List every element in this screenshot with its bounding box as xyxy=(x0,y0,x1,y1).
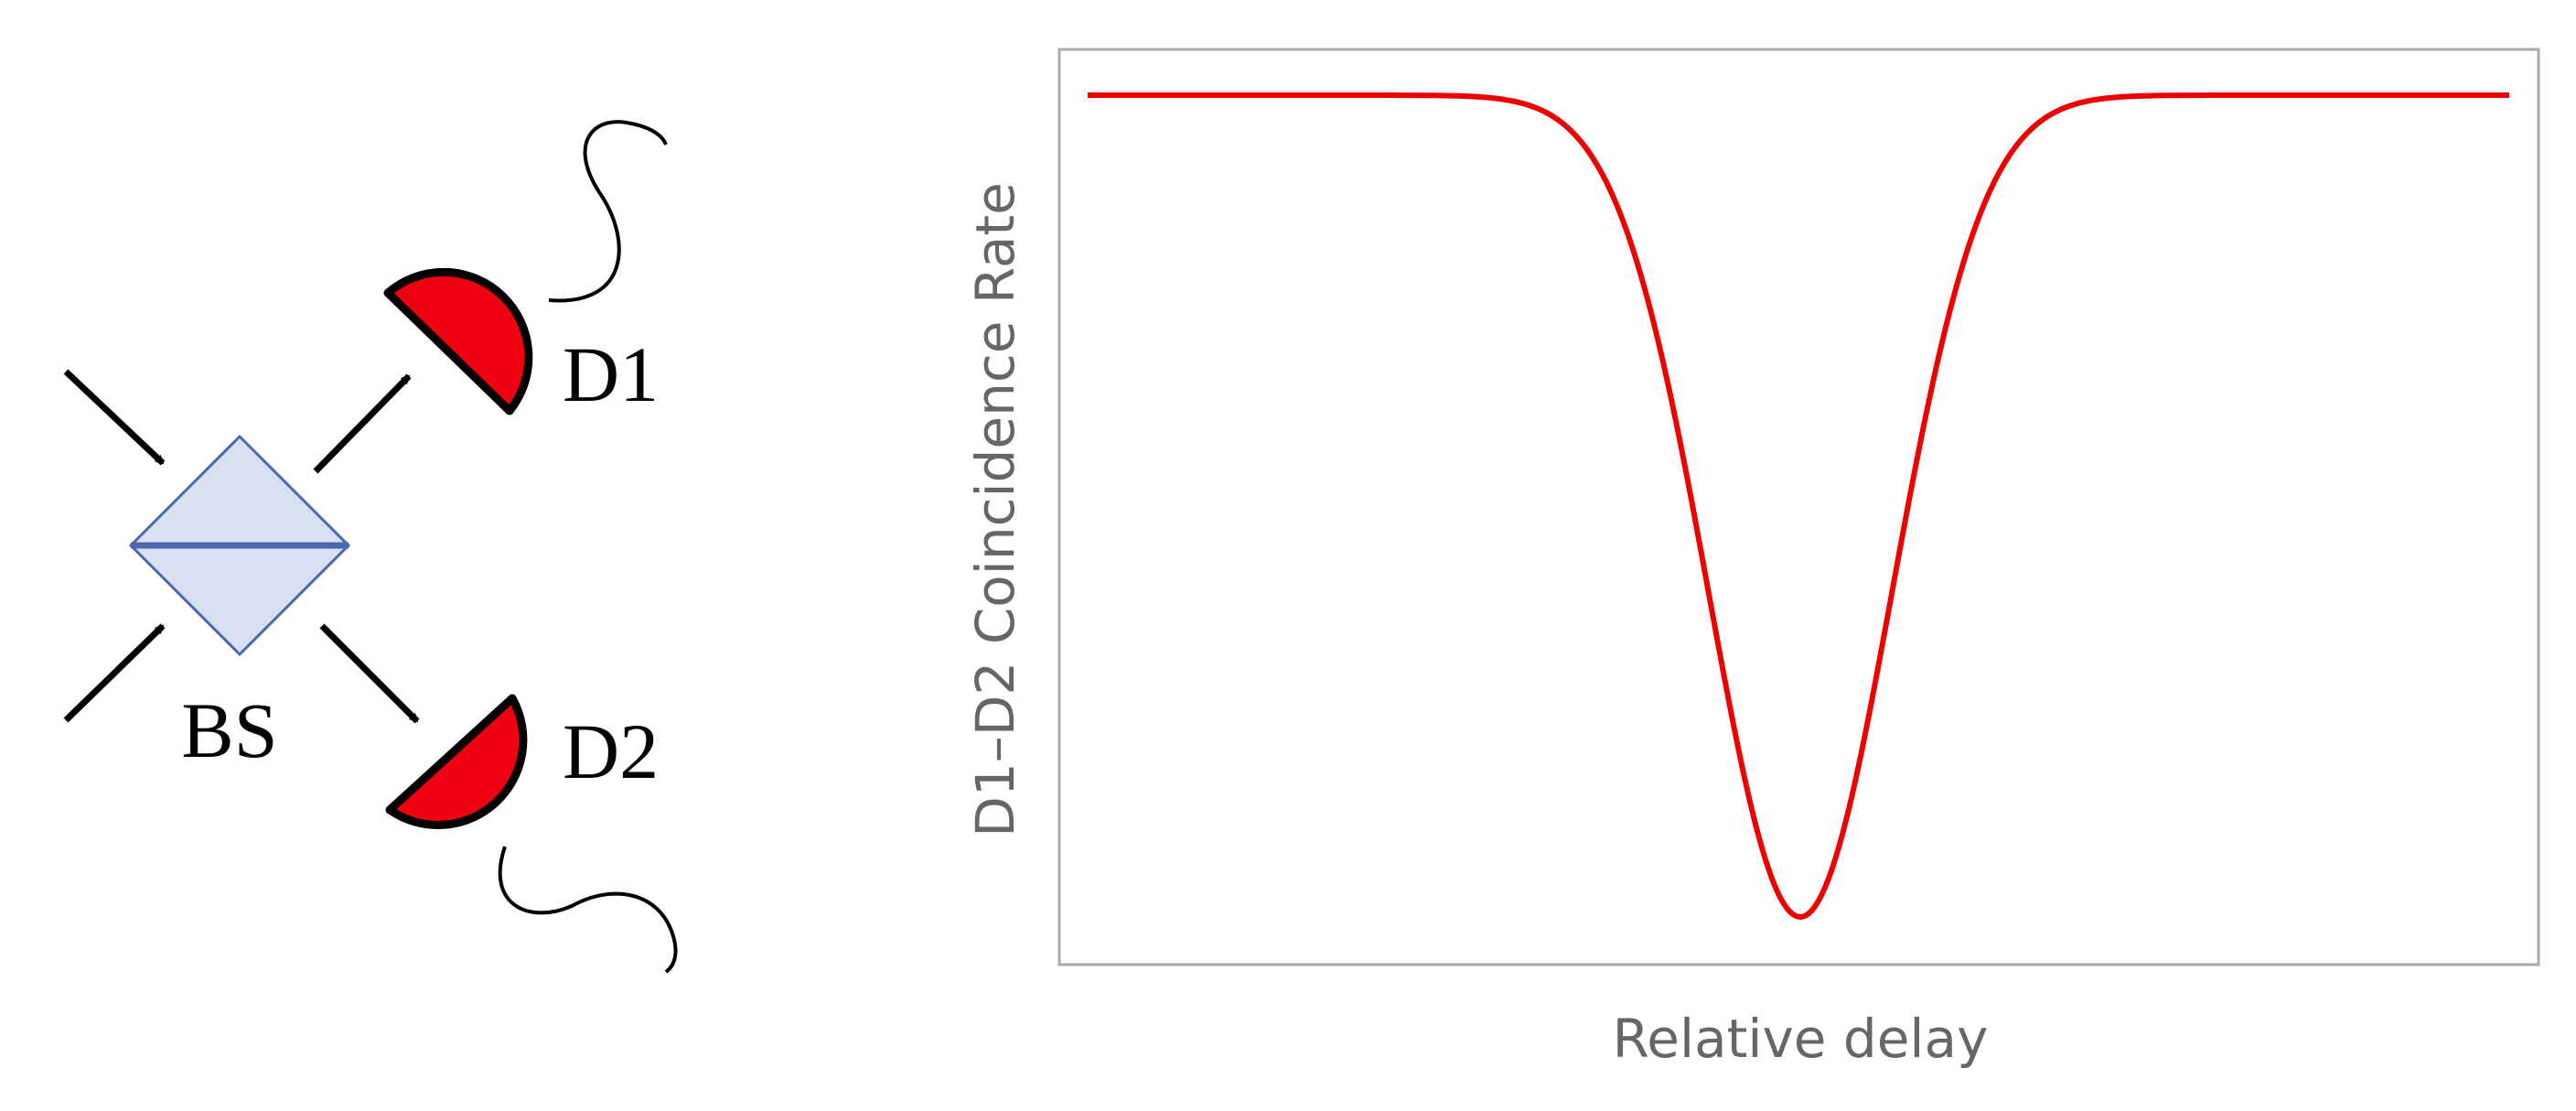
input-arrow xyxy=(63,369,166,466)
plot-frame xyxy=(1057,48,2540,966)
bs-label: BS xyxy=(181,686,277,774)
detector xyxy=(383,267,533,415)
output-arrow xyxy=(313,373,412,474)
setup-diagram: BS D1 D2 xyxy=(63,120,678,974)
fiber xyxy=(498,846,678,974)
detector xyxy=(385,694,528,829)
input-arrow xyxy=(63,623,166,723)
fiber xyxy=(548,120,668,303)
plot: D1–D2 Coincidence Rate Relative delay xyxy=(964,48,2540,1070)
dip-curve xyxy=(1088,92,2509,921)
output-arrow xyxy=(319,623,420,724)
y-axis-label: D1–D2 Coincidence Rate xyxy=(964,182,1026,837)
detector-label: D1 xyxy=(563,330,659,418)
x-axis-label: Relative delay xyxy=(1613,1008,1989,1070)
detector-label: D2 xyxy=(563,707,659,795)
